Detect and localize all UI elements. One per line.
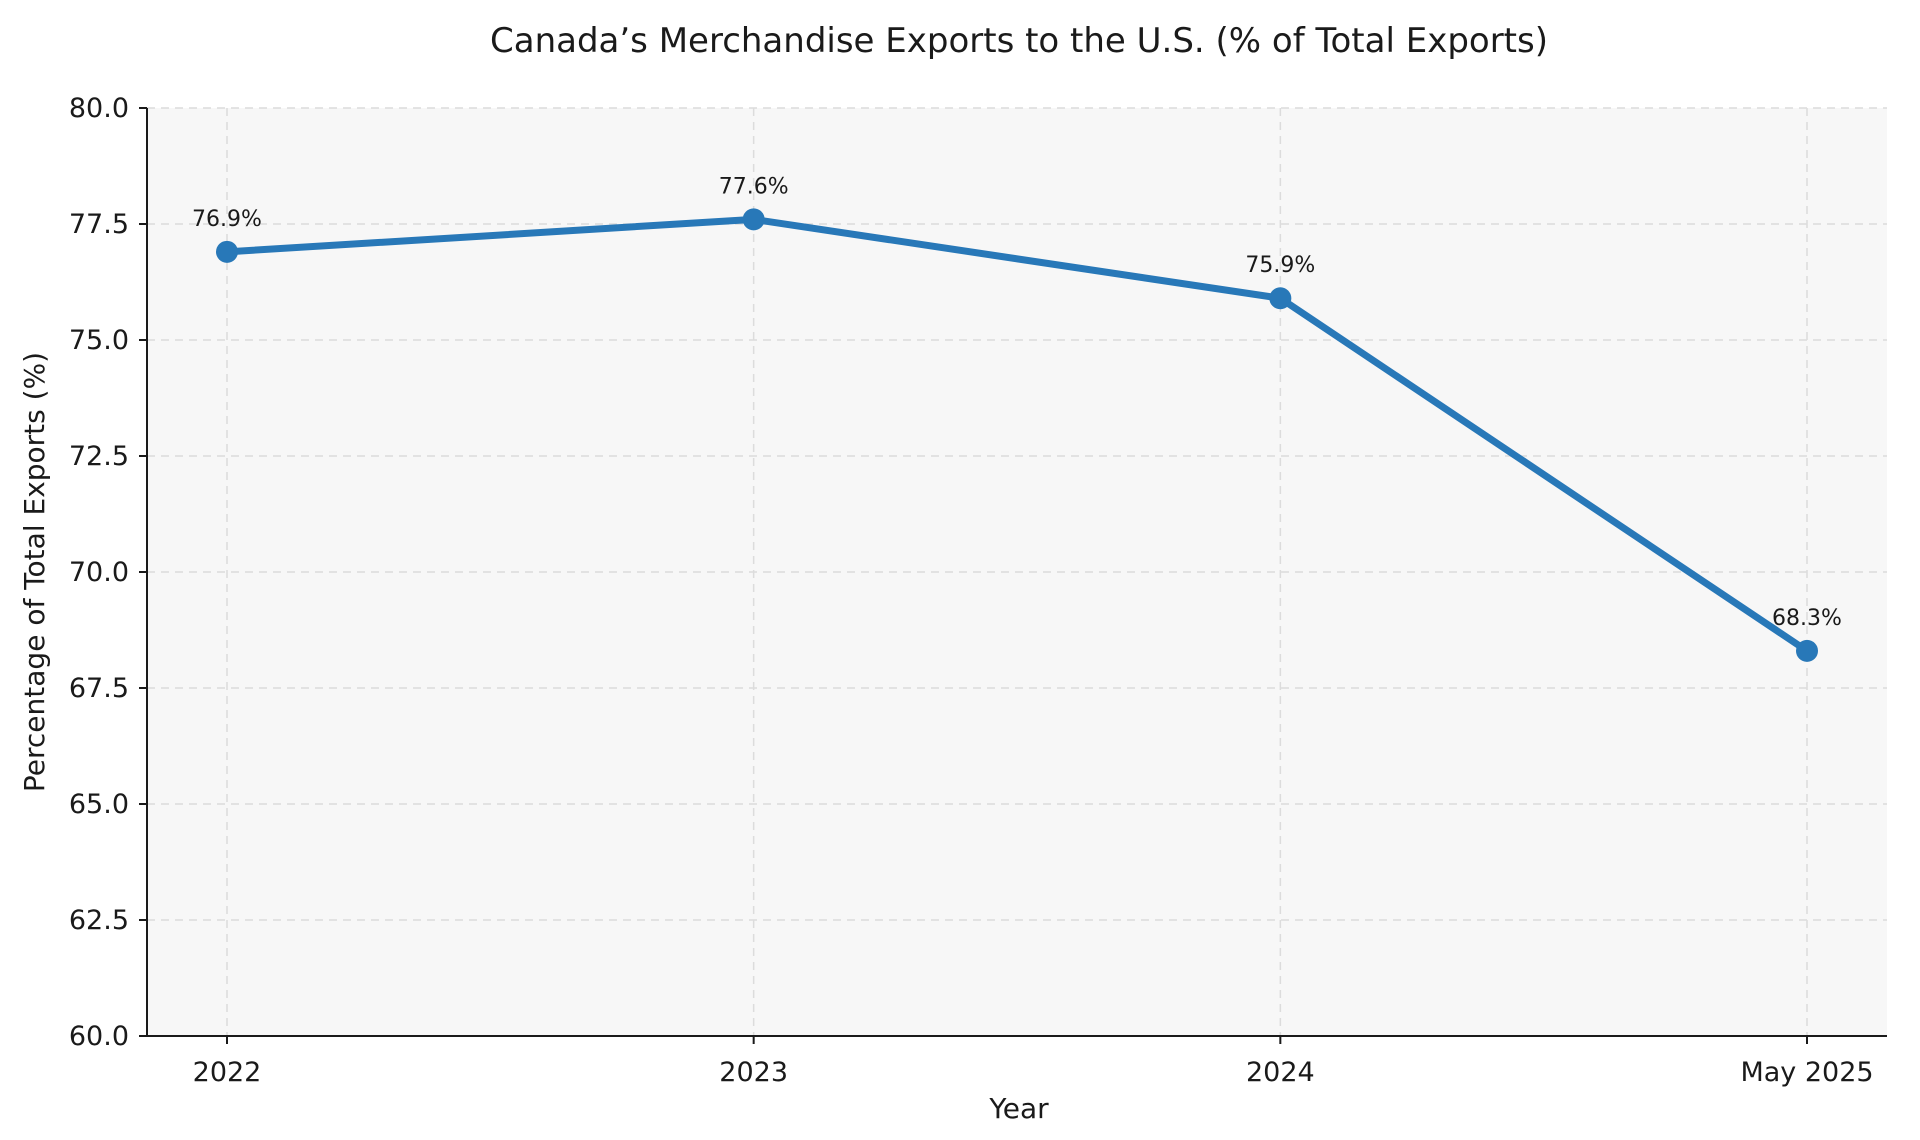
y-tick-label: 65.0 <box>69 789 129 820</box>
grid <box>147 107 1887 1036</box>
data-point <box>742 208 765 231</box>
series-line <box>223 215 1811 655</box>
data-point <box>1269 287 1292 310</box>
data-label: 76.9% <box>192 207 262 232</box>
data-point <box>1796 639 1818 662</box>
y-tick-label: 72.5 <box>69 441 129 472</box>
y-tick-label: 62.5 <box>69 905 129 936</box>
x-tick-label: 2024 <box>1246 1057 1315 1088</box>
y-tick-label: 67.5 <box>69 673 129 704</box>
y-tick-label: 80.0 <box>69 93 129 124</box>
x-tick-label: May 2025 <box>1740 1057 1873 1088</box>
y-tick-label: 70.0 <box>69 557 129 588</box>
y-tick-label: 75.0 <box>69 325 129 356</box>
y-axis-label: Percentage of Total Exports (%) <box>18 352 51 792</box>
data-label: 68.3% <box>1772 606 1842 631</box>
data-labels: 76.9% 77.6% 75.9% 68.3% <box>192 174 1842 631</box>
y-tick-label: 77.5 <box>69 209 129 240</box>
series <box>216 208 1818 662</box>
data-label: 77.6% <box>719 174 789 199</box>
x-tick-label: 2022 <box>193 1057 262 1088</box>
ticks: 60.0 62.5 65.0 67.5 70.0 72.5 75.0 77.5 80.0 2022… <box>69 93 1874 1088</box>
data-label: 75.9% <box>1245 253 1315 278</box>
x-axis-label: Year <box>988 1092 1049 1125</box>
chart-title: Canada’s Merchandise Exports to the U.S.… <box>490 21 1548 61</box>
y-tick-label: 60.0 <box>69 1021 129 1052</box>
data-point <box>216 240 238 263</box>
x-tick-label: 2023 <box>719 1057 788 1088</box>
